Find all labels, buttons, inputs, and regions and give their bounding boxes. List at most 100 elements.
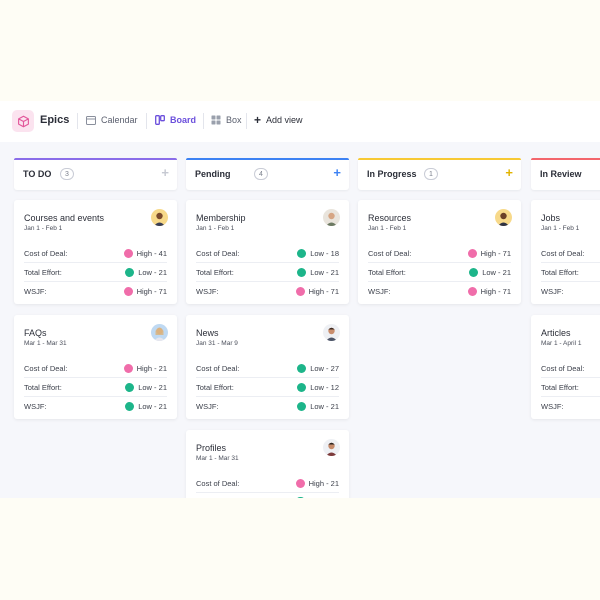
avatar <box>323 439 340 456</box>
box-icon <box>211 115 221 125</box>
card-title: Jobs <box>541 213 561 223</box>
add-card-button[interactable]: + <box>161 165 169 180</box>
field-row: Cost of Deal: High - 71 <box>368 244 511 263</box>
card-date: Jan 1 - Feb 1 <box>196 225 235 232</box>
column-todo: TO DO 3 + <box>14 158 177 190</box>
epic-card[interactable]: Membership Jan 1 - Feb 1 Cost of Deal: Lo… <box>186 200 349 304</box>
epic-card[interactable]: Courses and events Jan 1 - Feb 1 Cost of… <box>14 200 177 304</box>
field-value-group: High - 41 <box>123 249 167 258</box>
field-row: Total Effort: Low - 21 <box>24 378 167 397</box>
field-row: Total Effort: <box>541 263 600 282</box>
field-label: Cost of Deal: <box>196 364 240 373</box>
field-value: Low - 12 <box>310 383 339 392</box>
add-view-button[interactable]: + Add view <box>254 114 303 126</box>
field-label: Cost of Deal: <box>541 364 585 373</box>
field-value-group: Low - 18 <box>297 249 339 258</box>
column-header: In Progress 1 + <box>358 158 521 190</box>
field-label: WSJF: <box>368 287 391 296</box>
calendar-icon <box>86 116 96 125</box>
field-value: Low - 21 <box>310 268 339 277</box>
field-value: High - 41 <box>136 249 167 258</box>
row-divider <box>196 281 339 282</box>
tab-calendar-label: Calendar <box>101 115 138 125</box>
field-value-group: Low - 21 <box>125 383 167 392</box>
field-label: Total Effort: <box>196 383 234 392</box>
add-card-button[interactable]: + <box>333 165 341 180</box>
field-value-group: High - 71 <box>467 249 511 258</box>
card-date: Mar 1 - Mar 31 <box>196 455 239 462</box>
high-status-dot <box>123 249 133 258</box>
field-value: Low - 21 <box>482 268 511 277</box>
row-divider <box>541 377 600 378</box>
epic-card[interactable]: Articles Mar 1 - April 1 Cost of Deal: T… <box>531 315 600 419</box>
card-date: Mar 1 - April 1 <box>541 340 582 347</box>
low-status-dot <box>297 364 307 373</box>
row-divider <box>196 396 339 397</box>
low-status-dot <box>296 497 305 498</box>
column-title: Pending <box>195 169 231 179</box>
card-title: Resources <box>368 213 412 223</box>
card-title: FAQs <box>24 328 47 338</box>
column-title: In Progress <box>367 169 417 179</box>
field-value: Low - 21 <box>138 268 167 277</box>
avatar <box>495 209 512 226</box>
column-count-badge: 4 <box>254 168 268 180</box>
low-status-dot <box>125 402 135 411</box>
card-title: Profiles <box>196 443 227 453</box>
high-status-dot <box>295 287 305 296</box>
field-value: High - 71 <box>308 287 339 296</box>
column-pending: Pending 4 + <box>186 158 349 190</box>
field-value-group: High - 71 <box>295 287 339 296</box>
field-value-group: Low - 21 <box>297 268 339 277</box>
field-row: Cost of Deal: <box>541 244 600 263</box>
column-in-progress: In Progress 1 + <box>358 158 521 190</box>
divider <box>146 113 147 129</box>
card-title: Membership <box>196 213 246 223</box>
field-row: Total Effort: Low - 21 <box>24 263 167 282</box>
field-value-group: Low - 21 <box>297 402 339 411</box>
field-value: High - 21 <box>136 364 167 373</box>
field-row: Total Effort: Low - 12 <box>196 378 339 397</box>
field-label: Cost of Deal: <box>541 249 585 258</box>
card-title: Courses and events <box>24 213 105 223</box>
epic-card[interactable]: Jobs Jan 1 - Feb 1 Cost of Deal: Total E… <box>531 200 600 304</box>
high-status-dot <box>467 249 477 258</box>
low-status-dot <box>125 268 135 277</box>
column-color-bar <box>358 158 521 160</box>
field-row: Total Effort: Low - 21 <box>368 263 511 282</box>
high-status-dot <box>295 479 305 488</box>
tab-box-label: Box <box>226 115 242 125</box>
field-row: Total Effort: Low - 21 <box>196 263 339 282</box>
field-label: Total Effort: <box>196 268 234 277</box>
column-color-bar <box>14 158 177 160</box>
tab-box[interactable]: Box <box>211 115 242 125</box>
board-toolbar: Epics Calendar Board Box + Add view <box>0 101 600 142</box>
field-row: Total Effort: <box>541 378 600 397</box>
low-status-dot <box>469 268 479 277</box>
field-label: Cost of Deal: <box>196 249 240 258</box>
field-row: WSJF: High - 71 <box>368 282 511 301</box>
low-status-dot <box>297 268 307 277</box>
tab-calendar[interactable]: Calendar <box>86 115 138 125</box>
epic-card[interactable]: Resources Jan 1 - Feb 1 Cost of Deal: Hig… <box>358 200 521 304</box>
field-label: Total Effort: <box>541 383 579 392</box>
epic-card[interactable]: News Jan 31 - Mar 9 Cost of Deal: Low - 2… <box>186 315 349 419</box>
tab-board[interactable]: Board <box>155 115 196 125</box>
epic-card[interactable]: Profiles Mar 1 - Mar 31 Cost of Deal: Hig… <box>186 430 349 498</box>
row-divider <box>541 281 600 282</box>
card-date: Jan 1 - Feb 1 <box>24 225 63 232</box>
card-date: Jan 31 - Mar 9 <box>196 340 238 347</box>
field-value-group: Low - 21 <box>469 268 511 277</box>
avatar <box>323 324 340 341</box>
column-title: In Review <box>540 169 582 179</box>
add-card-button[interactable]: + <box>505 165 513 180</box>
epic-card[interactable]: FAQs Mar 1 - Mar 31 Cost of Deal: High - … <box>14 315 177 419</box>
field-label: WSJF: <box>24 402 47 411</box>
field-row: WSJF: Low - 21 <box>24 397 167 416</box>
field-value: Low - 21 <box>138 402 167 411</box>
tab-board-label: Board <box>170 115 197 125</box>
field-label: Total Effort: <box>24 383 62 392</box>
field-row: WSJF: <box>541 397 600 416</box>
column-color-bar <box>186 158 349 160</box>
divider <box>246 113 247 129</box>
